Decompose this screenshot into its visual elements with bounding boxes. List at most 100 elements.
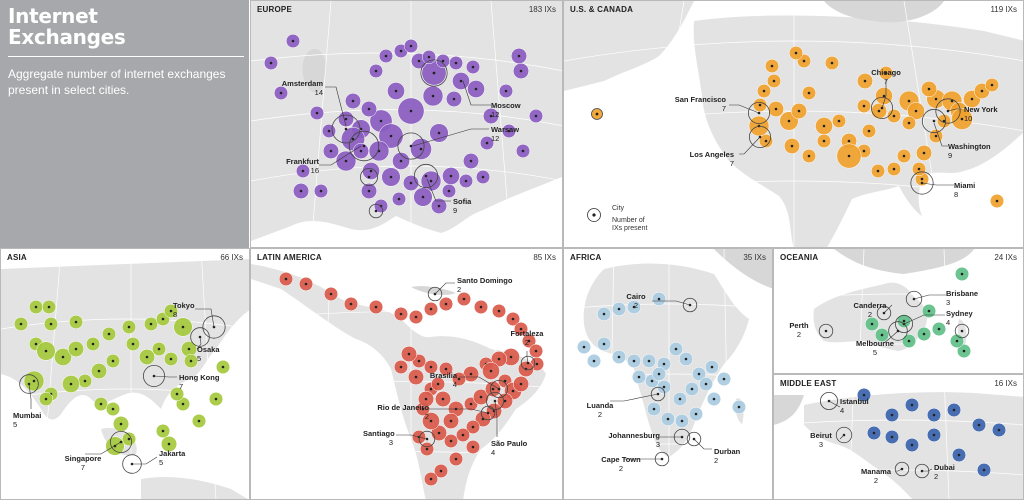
title-divider [8, 56, 244, 57]
city-dot [704, 382, 708, 386]
city-dot [74, 320, 78, 324]
city-marker-outline [418, 430, 436, 448]
city-marker-outline [368, 203, 384, 219]
city-dot [369, 169, 373, 173]
city-dot [758, 103, 762, 107]
city-dot [221, 365, 225, 369]
city-dot [526, 361, 530, 365]
city-label: Washington 9 [948, 142, 991, 160]
city-dot [680, 419, 684, 423]
city-label: Beirut 3 [810, 431, 832, 449]
panel-asia: ASIA 66 IXs Tokyo 8 Osaka 5 Hong Kong 7 Mum… [0, 248, 250, 500]
city-dot [977, 423, 981, 427]
city-dot [284, 277, 288, 281]
city-dot [880, 333, 884, 337]
city-marker-outline [360, 167, 379, 186]
city-dot [770, 64, 774, 68]
city-marker-outline [876, 305, 892, 321]
city-marker-outline [870, 96, 894, 120]
city-dot [161, 429, 165, 433]
title-block: Internet Exchanges Aggregate number of i… [0, 0, 249, 248]
city-label: Perth 2 [789, 321, 809, 339]
leader-line [881, 79, 887, 109]
city-dot [119, 422, 123, 426]
city-dot [787, 119, 791, 123]
city-dot [344, 159, 348, 163]
city-dot [892, 167, 896, 171]
city-dot [637, 375, 641, 379]
city-dot [471, 445, 475, 449]
city-dot [187, 347, 191, 351]
city-dot [632, 305, 636, 309]
city-label: Fortaleza 2 [510, 329, 544, 347]
city-dot [957, 453, 961, 457]
city-dot [934, 134, 938, 138]
leader-line [739, 136, 761, 155]
description: Aggregate number of internet exchanges p… [8, 67, 226, 97]
city-dot [304, 282, 308, 286]
city-label: Johannesburg 3 [608, 431, 660, 449]
city-label: Singapore 7 [64, 454, 102, 472]
city-dot [822, 139, 826, 143]
leader-line [462, 80, 491, 106]
city-marker-outline [748, 125, 772, 149]
city-dot [862, 149, 866, 153]
title-line-2: Exchanges [8, 25, 126, 49]
city-dot [517, 54, 521, 58]
city-dot [437, 131, 441, 135]
asia-map [1, 249, 249, 499]
city-dot [876, 169, 880, 173]
city-dot [291, 39, 295, 43]
city-dot [511, 389, 515, 393]
city-dot [802, 59, 806, 63]
city-label: Canderra 2 [853, 301, 887, 319]
city-dot [169, 357, 173, 361]
city-dot [910, 443, 914, 447]
city-dot [449, 439, 453, 443]
city-dot [131, 342, 135, 346]
city-dot [454, 61, 458, 65]
city-label: Warsaw 12 [491, 125, 520, 143]
city-marker-outline [413, 163, 439, 189]
city-dot [870, 322, 874, 326]
city-dot [507, 129, 511, 133]
city-dot [722, 377, 726, 381]
city-dot [907, 99, 911, 103]
city-dot [509, 355, 513, 359]
city-dot [351, 99, 355, 103]
city-dot [441, 59, 445, 63]
latin-america-map [251, 249, 562, 499]
legend-city: City [612, 205, 625, 212]
city-dot [315, 111, 319, 115]
leader-line [947, 108, 962, 112]
city-dot [990, 83, 994, 87]
city-dot [429, 307, 433, 311]
city-marker-outline [935, 98, 961, 124]
city-dot [582, 345, 586, 349]
city-dot [429, 477, 433, 481]
leader-line [839, 434, 845, 440]
city-dot [479, 395, 483, 399]
city-dot [882, 94, 886, 98]
city-dot [421, 407, 425, 411]
panel-oceania: OCEANIA 24 IXs Canderra 2 Brisbane 3 Perth… [773, 248, 1024, 374]
city-marker-outline [420, 59, 448, 87]
city-dot [367, 189, 371, 193]
city-marker-outline [348, 130, 380, 162]
city-dot [429, 365, 433, 369]
city-dot [877, 109, 881, 113]
leader-line [883, 330, 899, 344]
city-label: Frankfurt 16 [286, 157, 319, 175]
city-dot [902, 154, 906, 158]
leader-line [195, 308, 215, 328]
city-dot [952, 408, 956, 412]
city-dot [960, 329, 964, 333]
city-dot [181, 325, 185, 329]
panel-count: 183 IXs [528, 5, 556, 14]
leader-line [921, 182, 954, 186]
leader-line [153, 375, 177, 378]
city-dot [319, 189, 323, 193]
city-dot [694, 412, 698, 416]
city-dot [503, 379, 507, 383]
city-dot [389, 175, 393, 179]
